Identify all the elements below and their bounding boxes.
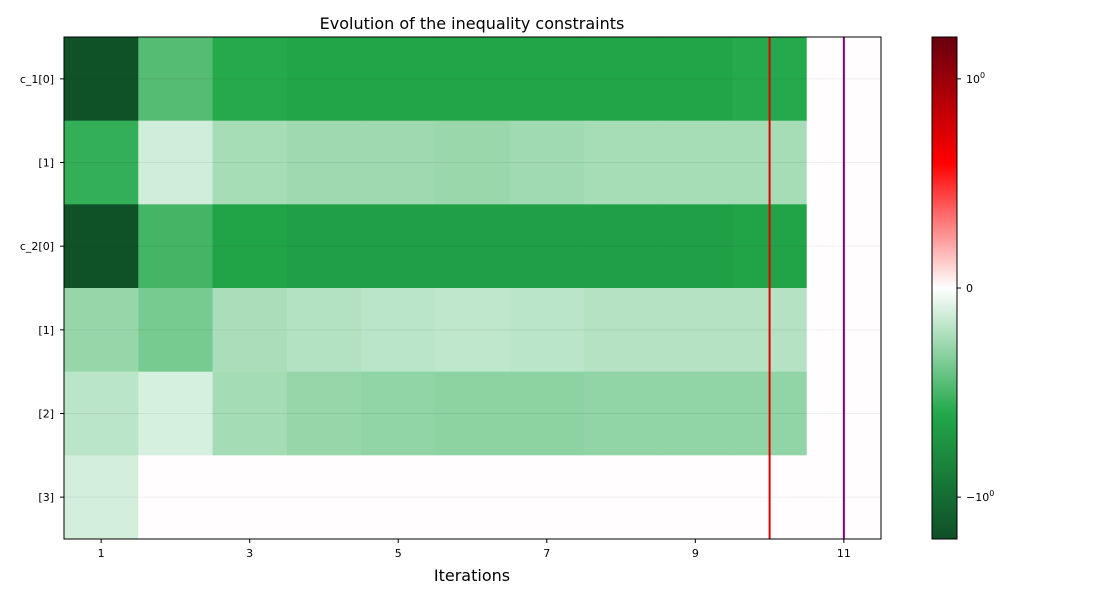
heatmap-cell xyxy=(361,120,436,205)
heatmap-cell xyxy=(64,37,139,122)
heatmap-cell xyxy=(212,120,288,205)
colorbar-tick-label: −100 xyxy=(966,489,994,504)
y-tick-label: [1] xyxy=(38,157,54,170)
heatmap-cell xyxy=(509,120,585,205)
heatmap-cell xyxy=(138,120,214,205)
heatmap-cell xyxy=(583,371,659,456)
heatmap-cell xyxy=(583,455,659,540)
y-tick-label: c_1[0] xyxy=(20,73,54,86)
heatmap-cell xyxy=(212,204,288,289)
heatmap-cell xyxy=(435,204,511,289)
heatmap-cell xyxy=(138,371,214,456)
heatmap-cell xyxy=(64,288,139,373)
chart-title: Evolution of the inequality constraints xyxy=(320,14,625,33)
heatmap-cell xyxy=(361,37,436,122)
y-tick-label: [1] xyxy=(38,324,54,337)
y-tick-labels: c_1[0] [1] c_2[0] [1] [2] [3] xyxy=(20,73,64,504)
heatmap-cell xyxy=(138,37,214,122)
x-tick-label: 11 xyxy=(837,547,851,560)
y-tick-label: [2] xyxy=(38,408,54,421)
y-tick-label: [3] xyxy=(38,491,54,504)
vertical-marker-lines xyxy=(768,37,845,539)
heatmap-cell xyxy=(658,371,733,456)
heatmap-cell xyxy=(286,37,362,122)
heatmap-cell xyxy=(435,455,511,540)
heatmap-cell xyxy=(286,120,362,205)
colorbar-ticks: 100 0 −100 xyxy=(957,71,994,504)
colorbar-tick-label: 0 xyxy=(966,282,973,295)
heatmap-cell xyxy=(658,37,733,122)
x-tick-label: 7 xyxy=(543,547,550,560)
x-tick-label: 5 xyxy=(395,547,402,560)
heatmap-cell xyxy=(361,288,436,373)
heatmap-cell xyxy=(64,371,139,456)
heatmap-cell xyxy=(435,288,511,373)
x-tick-labels: 1 3 5 7 9 11 xyxy=(98,539,851,560)
colorbar-tick-label: 100 xyxy=(966,71,985,86)
heatmap-cell xyxy=(286,288,362,373)
heatmap-cell xyxy=(509,288,585,373)
heatmap-cell xyxy=(64,204,139,289)
heatmap-cell xyxy=(361,371,436,456)
heatmap-cell xyxy=(509,455,585,540)
heatmap-cell xyxy=(212,371,288,456)
heatmap-cell xyxy=(64,120,139,205)
heatmap-cell xyxy=(509,37,585,122)
heatmap-cell xyxy=(212,288,288,373)
heatmap-cell xyxy=(286,204,362,289)
heatmap-cell xyxy=(212,37,288,122)
heatmap-cell xyxy=(286,455,362,540)
heatmap-cell xyxy=(583,120,659,205)
x-tick-label: 1 xyxy=(98,547,105,560)
x-tick-label: 3 xyxy=(246,547,253,560)
plot-frame xyxy=(63,36,882,540)
heatmap-cell xyxy=(212,455,288,540)
y-tick-label: c_2[0] xyxy=(20,240,54,253)
heatmap-cell xyxy=(658,288,733,373)
heatmap-cell xyxy=(658,120,733,205)
gridlines xyxy=(64,78,881,498)
heatmap-cell xyxy=(583,288,659,373)
heatmap-cell xyxy=(658,204,733,289)
heatmap-cell xyxy=(583,204,659,289)
heatmap-cell xyxy=(435,120,511,205)
heatmap-cell xyxy=(138,204,214,289)
heatmap-cell xyxy=(658,455,733,540)
heatmap-cell xyxy=(509,204,585,289)
heatmap-cell xyxy=(361,455,436,540)
x-tick-label: 9 xyxy=(692,547,699,560)
heatmap-cell xyxy=(435,37,511,122)
heatmap-cell xyxy=(509,371,585,456)
heatmap-cell xyxy=(138,288,214,373)
heatmap-cell xyxy=(286,371,362,456)
heatmap-cell xyxy=(435,371,511,456)
heatmap-cell xyxy=(138,455,214,540)
heatmap-cell xyxy=(361,204,436,289)
heatmap-cell xyxy=(64,455,139,540)
heatmap-cells xyxy=(64,37,882,540)
colorbar xyxy=(931,36,958,540)
x-axis-label: Iterations xyxy=(434,566,510,585)
heatmap-cell xyxy=(583,37,659,122)
